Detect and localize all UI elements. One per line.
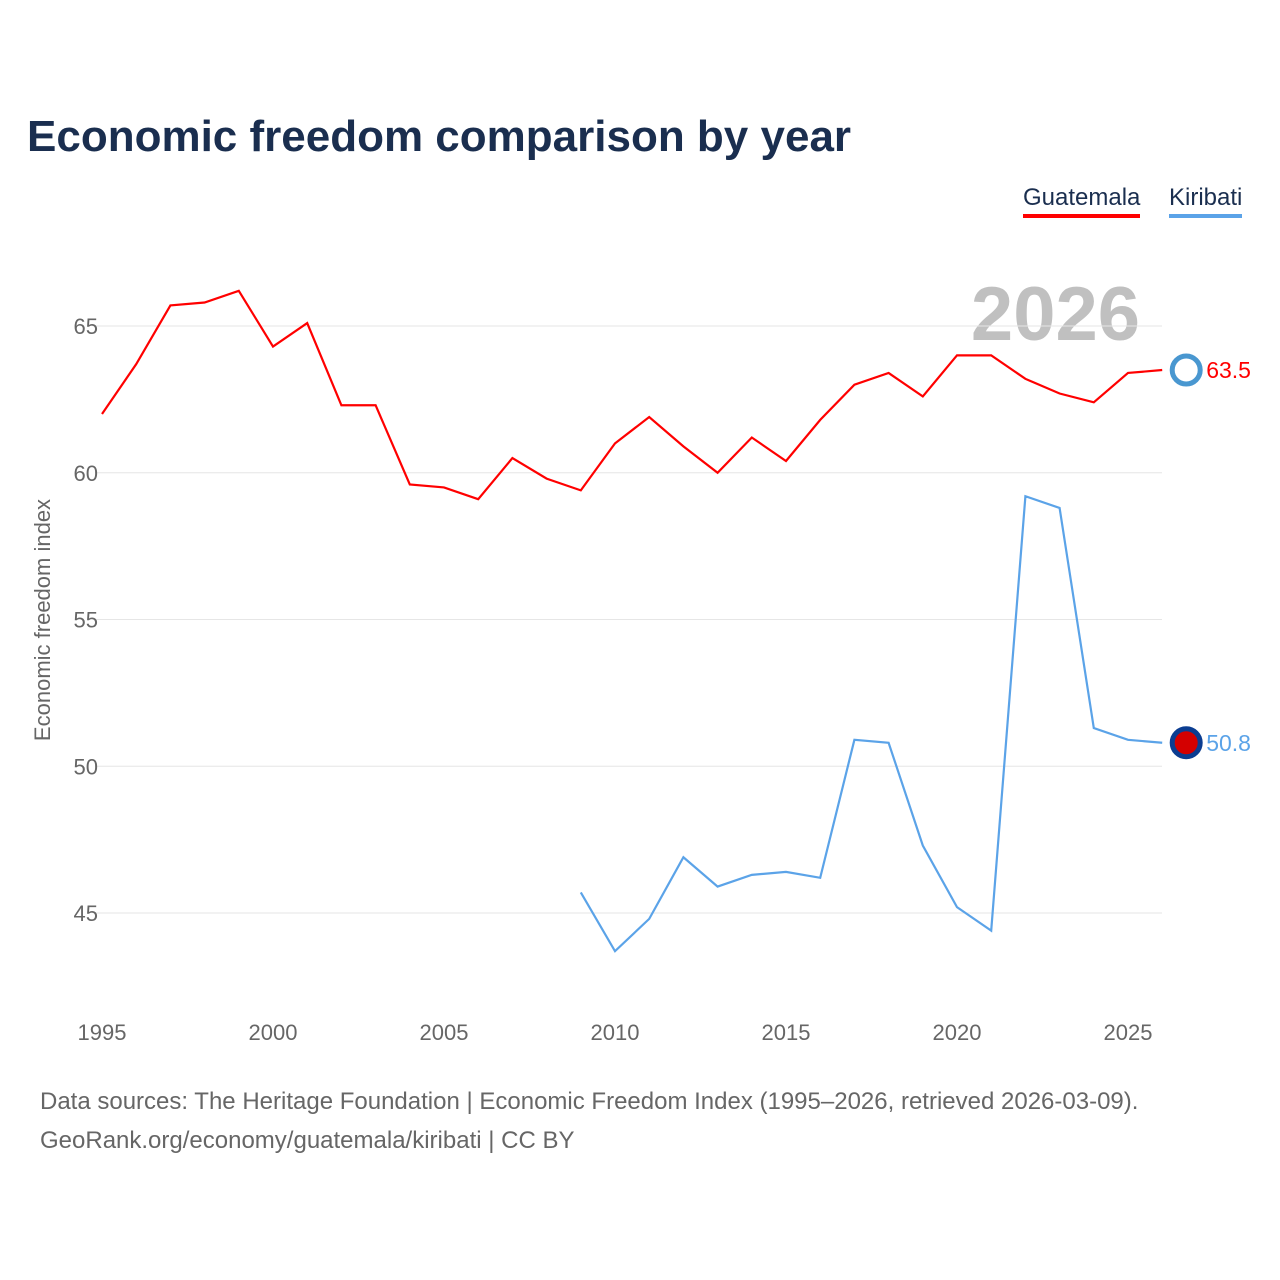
x-tick-label: 2020 [933, 1020, 982, 1045]
y-tick-label: 45 [74, 901, 98, 926]
year-watermark: 2026 [971, 272, 1140, 357]
x-tick-label: 2025 [1104, 1020, 1153, 1045]
x-tick-label: 2005 [420, 1020, 469, 1045]
chart-title: Economic freedom comparison by year [27, 112, 852, 161]
source-line-2[interactable]: GeoRank.org/economy/guatemala/kiribati |… [40, 1127, 575, 1154]
y-tick-label: 65 [74, 314, 98, 339]
flag-kiribati-icon [1169, 726, 1203, 760]
series-line-guatemala [101, 289, 1163, 501]
y-axis-label: Economic freedom index [30, 499, 55, 741]
x-tick-label: 2015 [762, 1020, 811, 1045]
flag-guatemala-icon [1169, 353, 1203, 387]
y-tick-label: 50 [74, 754, 98, 779]
y-tick-label: 55 [74, 608, 98, 633]
x-tick-label: 1995 [78, 1020, 127, 1045]
x-tick-label: 2000 [249, 1020, 298, 1045]
x-tick-label: 2010 [591, 1020, 640, 1045]
series-line-kiribati [579, 494, 1163, 953]
end-label-kiribati: 50.8 [1206, 730, 1251, 756]
source-line-1: Data sources: The Heritage Foundation | … [40, 1088, 1139, 1115]
legend-guatemala[interactable]: Guatemala [1023, 184, 1141, 218]
end-label-guatemala: 63.5 [1206, 357, 1251, 383]
legend-kiribati[interactable]: Kiribati [1169, 184, 1243, 218]
y-tick-label: 60 [74, 461, 98, 486]
